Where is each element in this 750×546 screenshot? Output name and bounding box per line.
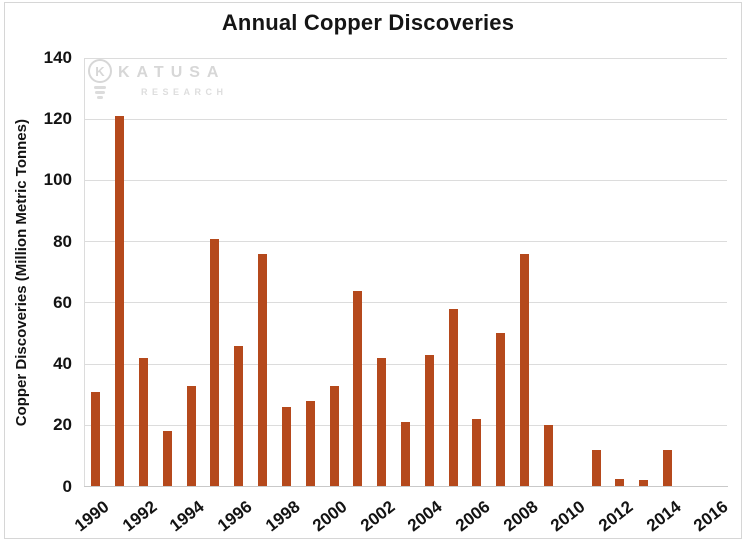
bar-2006 bbox=[472, 419, 482, 487]
bar-2008 bbox=[520, 253, 530, 487]
bar-2013 bbox=[639, 480, 649, 487]
bar-1997 bbox=[258, 253, 268, 487]
bar-2011 bbox=[591, 449, 601, 487]
svg-text:K: K bbox=[95, 64, 105, 79]
y-tick-label-40: 40 bbox=[53, 354, 72, 374]
gridline-140 bbox=[84, 57, 727, 59]
bar-1992 bbox=[139, 357, 149, 487]
lightbulb-k-icon: K bbox=[88, 59, 112, 99]
bar-2001 bbox=[353, 290, 363, 487]
y-tick-label-120: 120 bbox=[43, 109, 72, 129]
bar-2002 bbox=[377, 357, 387, 487]
bar-2007 bbox=[496, 333, 506, 487]
page-title: Annual Copper Discoveries bbox=[221, 10, 515, 35]
bar-2012 bbox=[615, 478, 625, 487]
watermark-brand-text: KATUSA bbox=[118, 64, 226, 81]
watermark-sub-text: RESEARCH bbox=[141, 87, 228, 97]
chart-border bbox=[4, 2, 742, 539]
katusa-watermark: K KATUSA RESEARCH bbox=[86, 56, 246, 106]
gridline-100 bbox=[84, 179, 727, 181]
bar-1999 bbox=[305, 400, 315, 487]
bar-1993 bbox=[162, 431, 172, 487]
bar-1994 bbox=[186, 385, 196, 487]
bar-1991 bbox=[115, 116, 125, 487]
bar-1990 bbox=[91, 391, 101, 487]
gridline-60 bbox=[84, 302, 727, 304]
y-tick-label-20: 20 bbox=[53, 415, 72, 435]
y-tick-label-100: 100 bbox=[43, 170, 72, 190]
gridline-40 bbox=[84, 363, 727, 365]
bar-2005 bbox=[448, 308, 458, 487]
y-tick-label-60: 60 bbox=[53, 292, 72, 312]
y-tick-label-80: 80 bbox=[53, 231, 72, 251]
bar-1996 bbox=[234, 345, 244, 487]
bar-1998 bbox=[281, 406, 291, 487]
y-axis-line bbox=[84, 58, 85, 487]
bar-2004 bbox=[424, 354, 434, 487]
y-tick-label-0: 0 bbox=[62, 476, 72, 496]
bar-2003 bbox=[401, 422, 410, 487]
plot-area bbox=[84, 57, 727, 487]
x-axis-line bbox=[84, 486, 728, 487]
gridline-80 bbox=[84, 241, 727, 243]
bar-2014 bbox=[662, 449, 672, 487]
y-tick-label-140: 140 bbox=[43, 48, 72, 67]
bar-1995 bbox=[210, 238, 220, 487]
bar-2000 bbox=[329, 385, 339, 487]
gridline-120 bbox=[84, 118, 727, 120]
bar-2009 bbox=[543, 425, 553, 487]
